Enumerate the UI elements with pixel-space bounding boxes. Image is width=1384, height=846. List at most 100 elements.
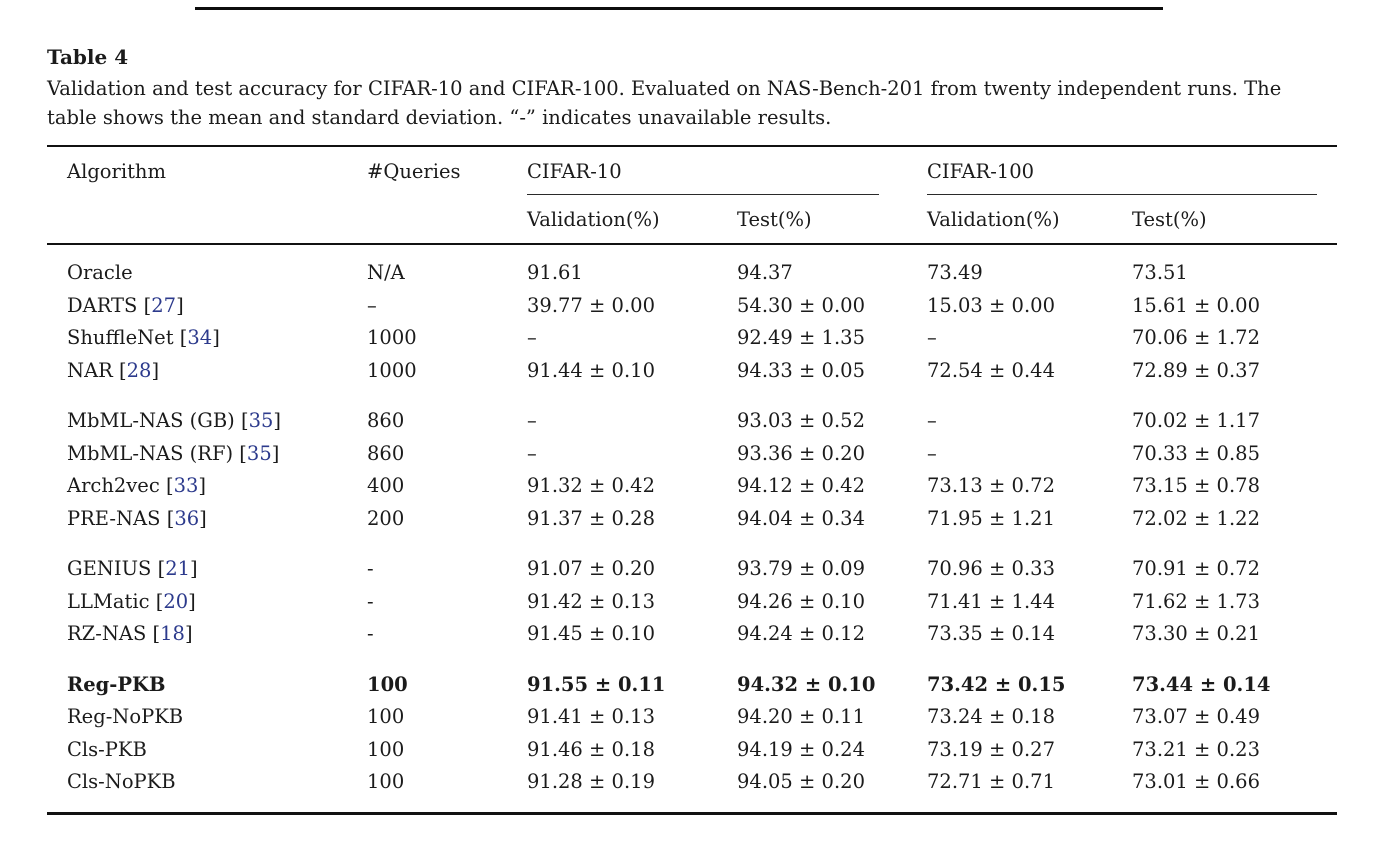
algorithm-cell: GENIUS [21] (67, 557, 198, 580)
cifar100-validation-cell: 73.42 ± 0.15 (927, 672, 1066, 696)
queries-cell: 100 (367, 770, 405, 793)
cifar100-test-cell: 70.91 ± 0.72 (1132, 557, 1260, 580)
cifar100-test-cell: 73.44 ± 0.14 (1132, 672, 1271, 696)
results-table: Algorithm #Queries CIFAR-10 CIFAR-100 Va… (47, 145, 1337, 815)
citation-link[interactable]: 21 (165, 557, 191, 580)
cifar10-validation-cell: 91.46 ± 0.18 (527, 737, 655, 761)
algorithm-cell: Cls-PKB (67, 737, 147, 761)
table-row-group: GENIUS [21] - 91.07 ± 0.20 93.79 ± 0.09 70.9… (47, 553, 1337, 651)
queries-cell: 100 (367, 705, 405, 728)
cifar10-test-cell: 94.20 ± 0.11 (737, 705, 865, 728)
table-row: Cls-PKB 100 91.46 ± 0.18 94.19 ± 0.24 73.19 … (47, 734, 1337, 767)
cifar100-test-cell: 73.21 ± 0.23 (1132, 737, 1260, 761)
citation-link[interactable]: 35 (248, 409, 274, 432)
cifar100-test-cell: 72.89 ± 0.37 (1132, 358, 1260, 382)
cifar100-test-cell: 73.01 ± 0.66 (1132, 770, 1260, 793)
cifar10-test-cell: 94.32 ± 0.10 (737, 672, 876, 696)
table-caption-label: Table 4 (47, 45, 129, 69)
algorithm-cell: RZ-NAS [18] (67, 622, 193, 645)
table-row: PRE-NAS [36] 200 91.37 ± 0.28 94.04 ± 0.34 7… (47, 503, 1337, 536)
cifar100-group-rule (927, 194, 1317, 195)
algorithm-cell: MbML-NAS (RF) [35] (67, 441, 280, 465)
cifar100-test-cell: 15.61 ± 0.00 (1132, 293, 1260, 317)
cifar10-validation-cell: 91.44 ± 0.10 (527, 358, 655, 382)
cifar10-validation-cell: 91.55 ± 0.11 (527, 672, 666, 696)
algorithm-cell: DARTS [27] (67, 293, 184, 317)
cifar10-test-cell: 94.24 ± 0.12 (737, 622, 865, 645)
cifar100-validation-cell: 73.19 ± 0.27 (927, 737, 1055, 761)
table-row: Reg-NoPKB 100 91.41 ± 0.13 94.20 ± 0.11 73.2… (47, 701, 1337, 734)
algorithm-cell: MbML-NAS (GB) [35] (67, 409, 282, 432)
table-row-group: Reg-PKB 100 91.55 ± 0.11 94.32 ± 0.10 73.42 … (47, 669, 1337, 799)
algorithm-cell: LLMatic [20] (67, 589, 196, 613)
page-top-rule (195, 7, 1163, 10)
table-row: RZ-NAS [18] - 91.45 ± 0.10 94.24 ± 0.12 73.3… (47, 618, 1337, 651)
cifar10-validation-cell: 39.77 ± 0.00 (527, 293, 655, 317)
cifar10-validation-cell: – (527, 326, 537, 349)
table-caption-text: Validation and test accuracy for CIFAR-1… (47, 77, 1282, 129)
header-queries: #Queries (367, 160, 461, 183)
table-row: MbML-NAS (RF) [35] 860 – 93.36 ± 0.20 – 70.33… (47, 438, 1337, 471)
cifar10-test-cell: 54.30 ± 0.00 (737, 293, 865, 317)
queries-cell: 860 (367, 409, 405, 432)
cifar10-validation-cell: – (527, 441, 537, 465)
header-group-cifar10: CIFAR-10 (527, 147, 927, 195)
header-cifar10-validation: Validation(%) (527, 208, 660, 231)
table-header: Algorithm #Queries CIFAR-10 CIFAR-100 Va… (47, 147, 1337, 245)
cifar10-validation-cell: – (527, 409, 537, 432)
header-cifar10-test: Test(%) (737, 208, 812, 231)
queries-cell: 1000 (367, 358, 417, 382)
cifar100-validation-cell: 71.41 ± 1.44 (927, 589, 1055, 613)
citation-link[interactable]: 33 (173, 474, 199, 497)
queries-cell: 100 (367, 737, 405, 761)
cifar10-test-cell: 94.37 (737, 261, 793, 284)
citation-link[interactable]: 35 (246, 441, 272, 465)
table-row: LLMatic [20] - 91.42 ± 0.13 94.26 ± 0.10 71.… (47, 586, 1337, 619)
cifar10-test-cell: 94.05 ± 0.20 (737, 770, 865, 793)
cifar100-validation-cell: 71.95 ± 1.21 (927, 506, 1055, 530)
table-row: Arch2vec [33] 400 91.32 ± 0.42 94.12 ± 0.42… (47, 470, 1337, 503)
cifar100-validation-cell: 72.54 ± 0.44 (927, 358, 1055, 382)
queries-cell: 860 (367, 441, 405, 465)
cifar10-test-cell: 93.36 ± 0.20 (737, 441, 865, 465)
citation-link[interactable]: 28 (126, 358, 152, 382)
cifar10-validation-cell: 91.41 ± 0.13 (527, 705, 655, 728)
table-row: MbML-NAS (GB) [35] 860 – 93.03 ± 0.52 – 70.02… (47, 405, 1337, 438)
citation-link[interactable]: 18 (160, 622, 185, 645)
cifar10-validation-cell: 91.42 ± 0.13 (527, 589, 655, 613)
queries-cell: - (367, 622, 374, 645)
cifar100-validation-cell: 73.35 ± 0.14 (927, 622, 1055, 645)
citation-link[interactable]: 20 (163, 589, 189, 613)
cifar10-validation-cell: 91.28 ± 0.19 (527, 770, 655, 793)
cifar100-validation-cell: 72.71 ± 0.71 (927, 770, 1055, 793)
cifar100-validation-cell: – (927, 326, 937, 349)
header-cifar100-test: Test(%) (1132, 208, 1207, 231)
cifar100-validation-cell: 73.13 ± 0.72 (927, 474, 1055, 497)
queries-cell: 400 (367, 474, 405, 497)
algorithm-cell: Reg-NoPKB (67, 705, 184, 728)
queries-cell: - (367, 557, 374, 580)
cifar10-validation-cell: 91.32 ± 0.42 (527, 474, 655, 497)
cifar10-test-cell: 93.79 ± 0.09 (737, 557, 865, 580)
cifar100-validation-cell: 70.96 ± 0.33 (927, 557, 1055, 580)
algorithm-cell: NAR [28] (67, 358, 160, 382)
table-row-group: Oracle N/A 91.61 94.37 73.49 73.51 DARTS [27] –… (47, 257, 1337, 387)
citation-link[interactable]: 27 (151, 293, 177, 317)
table-row: DARTS [27] – 39.77 ± 0.00 54.30 ± 0.00 15.03… (47, 290, 1337, 323)
citation-link[interactable]: 36 (174, 506, 200, 530)
queries-cell: – (367, 293, 377, 317)
cifar100-validation-cell: – (927, 409, 937, 432)
cifar100-test-cell: 73.07 ± 0.49 (1132, 705, 1260, 728)
cifar100-validation-cell: 15.03 ± 0.00 (927, 293, 1055, 317)
cifar10-test-cell: 94.26 ± 0.10 (737, 589, 865, 613)
citation-link[interactable]: 34 (187, 326, 213, 349)
queries-cell: 100 (367, 672, 408, 696)
table-row: Cls-NoPKB 100 91.28 ± 0.19 94.05 ± 0.20 72.7… (47, 766, 1337, 799)
cifar100-test-cell: 73.15 ± 0.78 (1132, 474, 1260, 497)
algorithm-cell: Arch2vec [33] (67, 474, 207, 497)
algorithm-cell: Reg-PKB (67, 672, 166, 696)
cifar10-test-cell: 92.49 ± 1.35 (737, 326, 865, 349)
cifar10-test-cell: 94.19 ± 0.24 (737, 737, 865, 761)
header-group-cifar100: CIFAR-100 (927, 147, 1337, 195)
